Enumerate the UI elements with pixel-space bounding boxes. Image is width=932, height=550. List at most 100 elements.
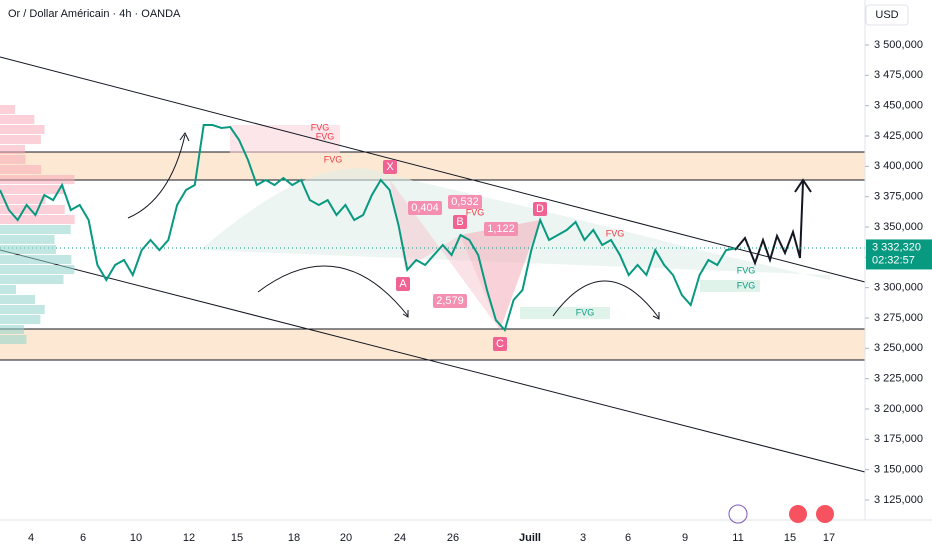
volume-profile: [0, 125, 45, 134]
x-tick-label: 24: [394, 532, 406, 544]
annotation: FVG: [737, 265, 756, 275]
annotation-bg: [484, 222, 518, 236]
annotation: 2,579: [436, 295, 464, 307]
annotation: B: [456, 216, 463, 228]
volume-profile: [0, 195, 46, 204]
demand-zone: [0, 329, 865, 360]
y-tick-label: 3 250,000: [874, 342, 923, 354]
arrow-head: [402, 310, 409, 318]
arrow-head: [179, 132, 190, 142]
arrow: [552, 280, 660, 319]
volume-profile: [0, 185, 64, 194]
annotation-bg: [493, 337, 507, 351]
annotation: A: [399, 278, 407, 290]
annotation-bg: [383, 160, 397, 174]
price-tag-label: 3 332,320: [872, 241, 921, 253]
x-tick-label: 18: [288, 532, 300, 544]
y-tick-label: 3 500,000: [874, 39, 923, 51]
annotation-bg: [433, 294, 467, 308]
x-tick-label: 17: [823, 532, 835, 544]
y-tick-label: 3 150,000: [874, 464, 923, 476]
annotation: 0,532: [451, 196, 479, 208]
volume-profile: [0, 135, 41, 144]
x-tick-label: 6: [80, 532, 86, 544]
annotation: FVG: [576, 307, 595, 317]
x-tick-label: 20: [340, 532, 352, 544]
annotation: FVG: [324, 154, 343, 164]
y-tick-label: 3 450,000: [874, 100, 923, 112]
volume-profile: [0, 155, 26, 164]
volume-profile: [0, 225, 71, 234]
arrow: [127, 134, 186, 219]
event-icon[interactable]: [816, 505, 834, 523]
y-tick-label: 3 300,000: [874, 282, 923, 294]
volume-profile: [0, 255, 72, 264]
volume-profile: [0, 105, 15, 114]
annotation: FVG: [606, 228, 625, 238]
fvg-box: [230, 125, 340, 153]
volume-profile: [0, 295, 36, 304]
x-tick-label: 12: [183, 532, 195, 544]
annotation-bg: [448, 195, 482, 209]
volume-profile: [0, 325, 25, 334]
volume-profile: [0, 285, 17, 294]
annotation: 0,404: [411, 202, 439, 214]
price-line: [0, 124, 736, 333]
channel-line: [0, 56, 866, 283]
fvg-box: [520, 307, 610, 319]
volume-profile: [0, 205, 65, 214]
annotation: FVG: [311, 122, 330, 132]
annotation-bg: [408, 201, 442, 215]
y-tick-label: 3 200,000: [874, 403, 923, 415]
y-tick-label: 3 275,000: [874, 312, 923, 324]
annotation-bg: [453, 215, 467, 229]
currency: USD: [875, 9, 898, 21]
countdown: 02:32:57: [872, 254, 915, 266]
y-tick-label: 3 475,000: [874, 69, 923, 81]
y-tick-label: 3 400,000: [874, 160, 923, 172]
annotation: FVG: [737, 280, 756, 290]
y-tick-label: 3 125,000: [874, 494, 923, 506]
x-tick-label: 9: [682, 532, 688, 544]
volume-profile: [0, 275, 64, 284]
currency-button[interactable]: [865, 4, 909, 26]
volume-profile: [0, 305, 45, 314]
x-tick-label: 6: [625, 532, 631, 544]
price-tag: [866, 239, 932, 270]
volume-profile: [0, 165, 42, 174]
event-icon[interactable]: [789, 505, 807, 523]
x-tick-label: Juill: [519, 532, 541, 544]
event-icon[interactable]: [728, 504, 748, 524]
annotation: X: [386, 161, 394, 173]
annotation-bg: [533, 202, 547, 216]
arrow-head: [652, 312, 660, 320]
y-tick-label: 3 175,000: [874, 433, 923, 445]
x-tick-label: 26: [447, 532, 459, 544]
projection: [734, 181, 804, 266]
volume-profile: [0, 145, 26, 154]
y-tick-label: 3 425,000: [874, 130, 923, 142]
annotation: D: [536, 203, 544, 215]
y-tick-label: 3 375,000: [874, 191, 923, 203]
channel-line: [0, 249, 866, 473]
volume-profile: [0, 335, 27, 344]
volume-profile: [0, 235, 55, 244]
x-tick-label: 4: [28, 532, 34, 544]
x-tick-label: 11: [732, 532, 743, 544]
volume-profile: [0, 175, 75, 184]
chart-title: Or / Dollar Américain · 4h · OANDA: [8, 8, 181, 20]
y-tick-label: 3 225,000: [874, 373, 923, 385]
annotation-bg: [396, 277, 410, 291]
volume-profile: [0, 265, 75, 274]
fvg-box: [700, 280, 760, 292]
annotation: FVG: [466, 207, 485, 217]
volume-profile: [0, 315, 41, 324]
y-tick-label: 3 350,000: [874, 221, 923, 233]
x-tick-label: 10: [130, 532, 142, 544]
volume-profile: [0, 115, 35, 124]
volume-profile: [0, 215, 75, 224]
x-tick-label: 3: [580, 532, 586, 544]
annotation: 1,122: [487, 223, 515, 235]
arrow-head: [794, 178, 812, 193]
